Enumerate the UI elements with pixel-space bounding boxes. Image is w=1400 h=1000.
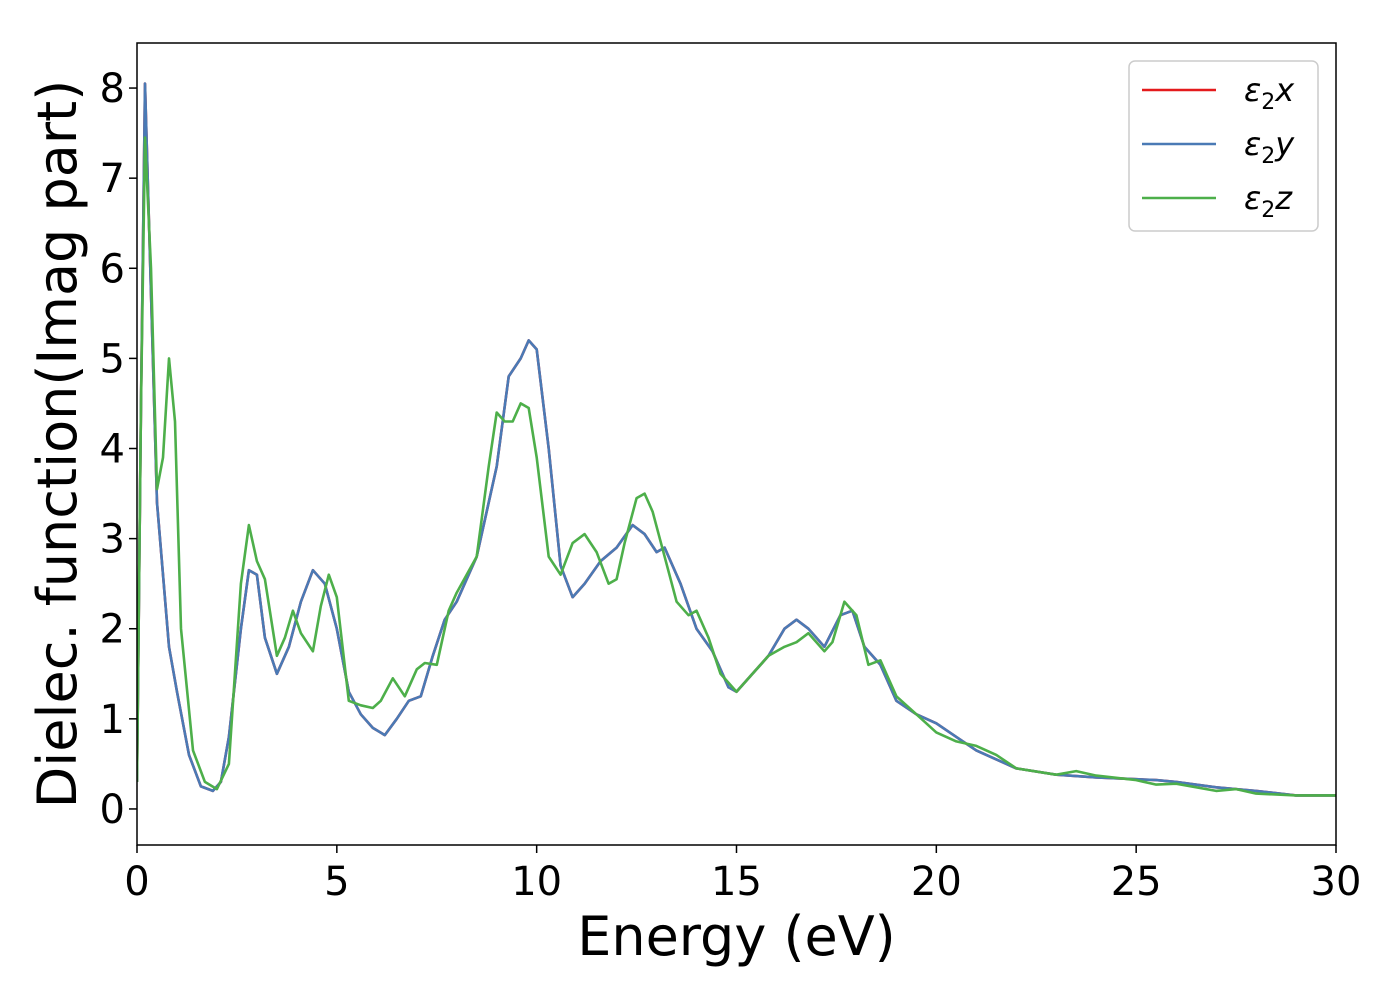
y-tick-label: 5 — [100, 336, 125, 382]
legend-label-x: ε2x — [1244, 71, 1295, 115]
x-tick-label: 0 — [124, 859, 149, 905]
legend-label-z: ε2z — [1244, 179, 1293, 223]
y-tick-label: 0 — [100, 787, 125, 833]
y-tick-label: 8 — [100, 66, 125, 112]
y-tick-label: 4 — [100, 427, 125, 473]
x-tick-label: 10 — [511, 859, 562, 905]
y-tick-label: 2 — [100, 607, 125, 653]
y-tick-label: 1 — [100, 697, 125, 743]
x-tick-label: 5 — [324, 859, 349, 905]
series-line-z — [137, 136, 1336, 797]
y-tick-label: 3 — [100, 517, 125, 563]
series-line-y — [137, 82, 1336, 797]
series-layer — [137, 82, 1336, 797]
legend-box — [1128, 60, 1319, 232]
x-tick-label: 30 — [1311, 859, 1362, 905]
y-tick-label: 6 — [100, 246, 125, 292]
legend-label-y: ε2y — [1244, 125, 1295, 169]
legend: ε2x ε2y ε2z — [1128, 60, 1319, 232]
y-axis-title: Dielec. function(Imag part) — [26, 80, 89, 809]
x-axis-title: Energy (eV) — [577, 905, 896, 968]
x-axis: 0 5 10 15 20 25 30 — [124, 845, 1361, 905]
y-axis: 0 1 2 3 4 5 6 7 8 — [100, 66, 137, 833]
y-tick-label: 7 — [100, 156, 125, 202]
x-tick-label: 15 — [711, 859, 762, 905]
x-tick-label: 20 — [911, 859, 962, 905]
x-tick-label: 25 — [1111, 859, 1162, 905]
